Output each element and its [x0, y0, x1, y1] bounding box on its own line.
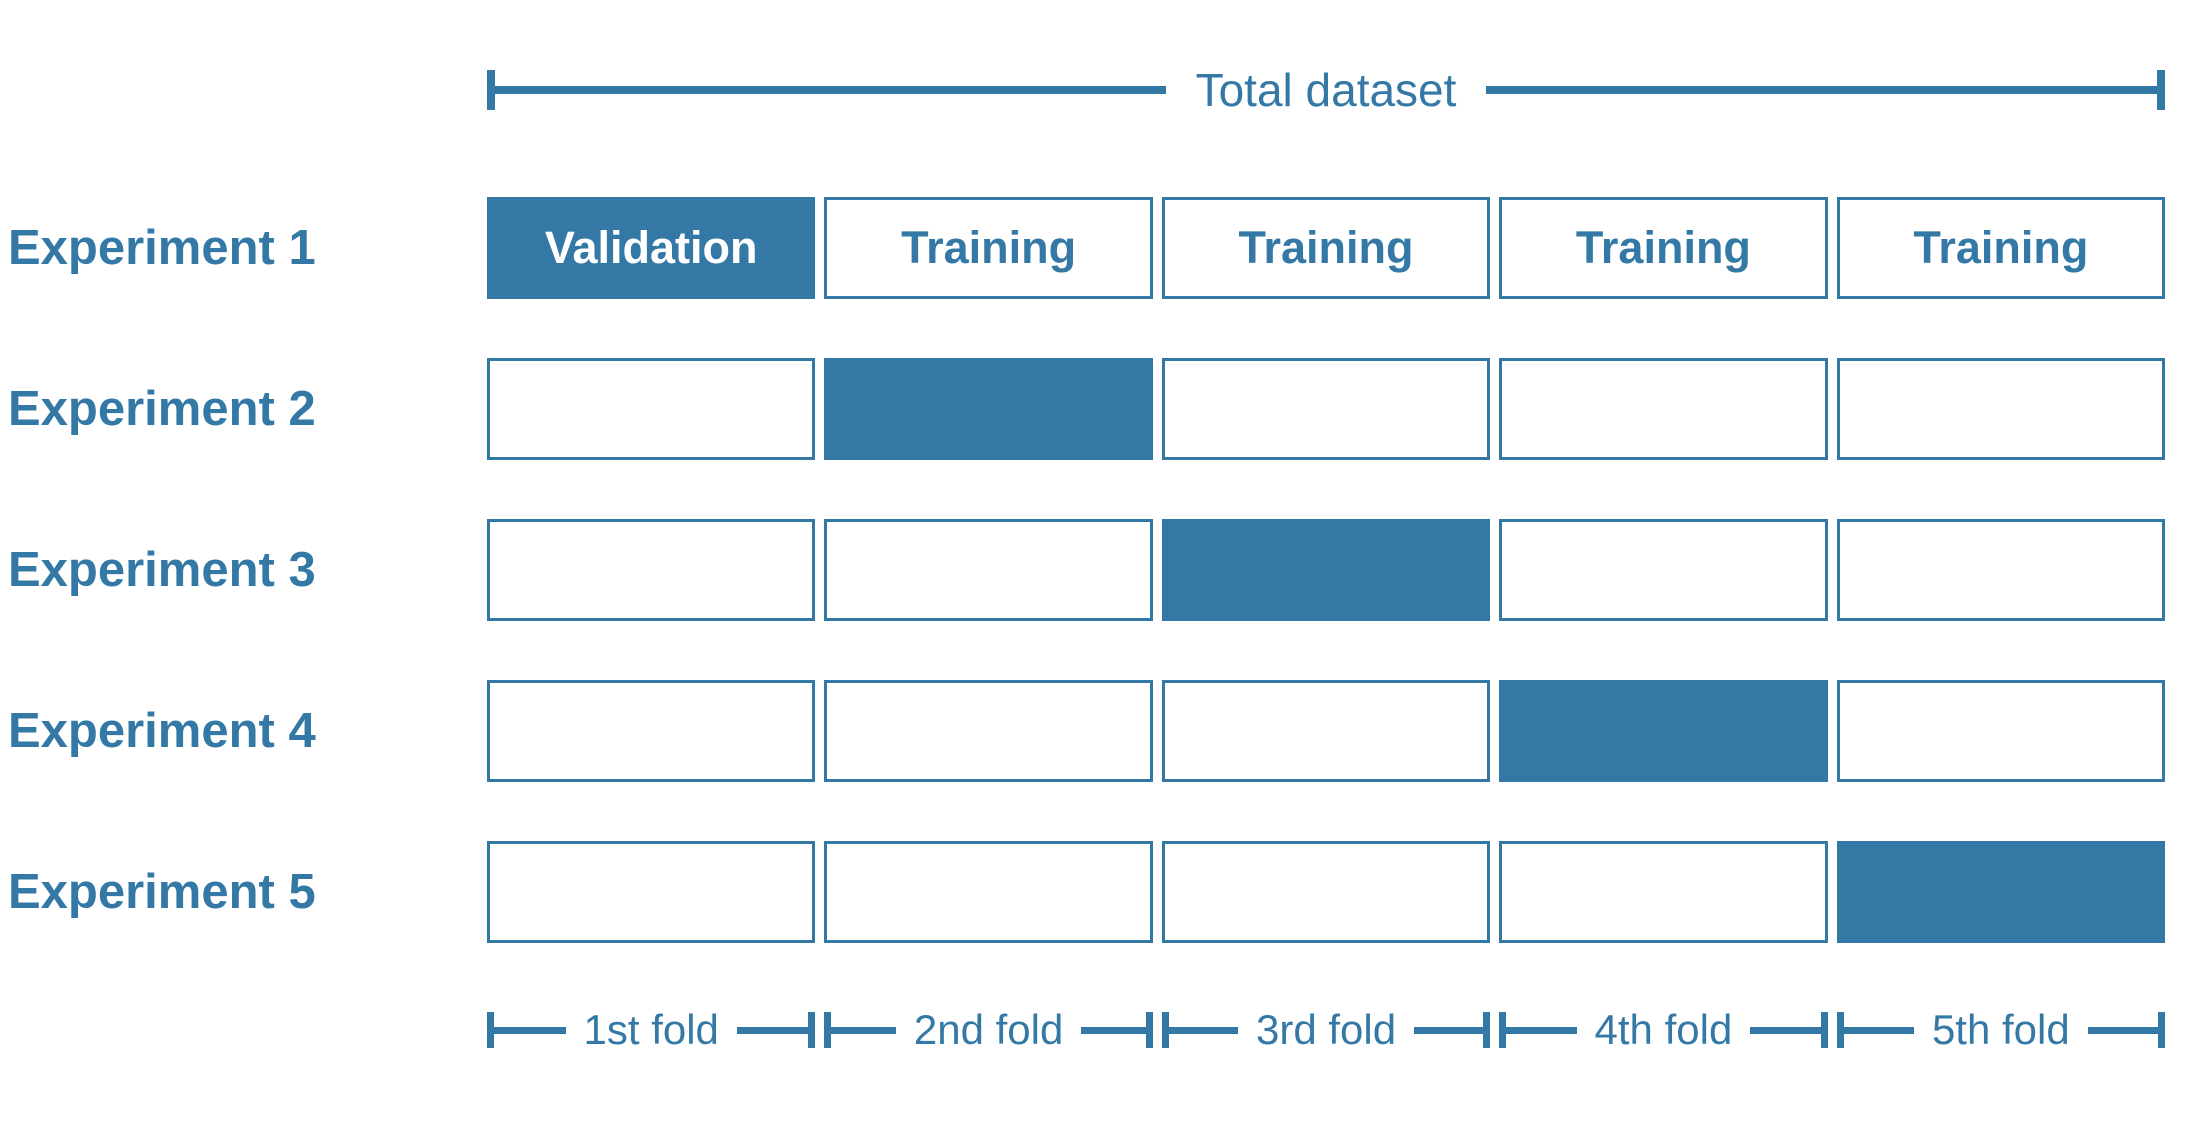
fold-cell — [1499, 358, 1828, 460]
fold-cell — [487, 358, 816, 460]
fold-cell — [1161, 680, 1491, 782]
kfold-cross-validation-diagram: Total dataset Experiment 1 Validation Tr… — [0, 64, 2196, 1126]
fold-cell — [1161, 841, 1491, 943]
fold-cells — [487, 358, 2166, 460]
fold-cell — [487, 680, 816, 782]
fold-cells — [487, 519, 2166, 621]
fold-cell — [1836, 519, 2166, 621]
fold-cell — [824, 680, 1153, 782]
fold-tick-right — [1081, 1026, 1153, 1034]
experiment-row-5: Experiment 5 — [0, 841, 2196, 943]
bracket-line-left — [487, 86, 1166, 94]
fold-tick-right — [736, 1026, 816, 1034]
fold-cell — [487, 841, 816, 943]
experiment-row-2: Experiment 2 — [0, 358, 2196, 460]
fold-label-text: 4th fold — [1594, 1006, 1733, 1053]
bracket-line-right — [1486, 86, 2165, 94]
fold-cell — [824, 519, 1153, 621]
fold-tick-left — [487, 1026, 566, 1034]
experiment-label: Experiment 5 — [8, 865, 316, 919]
fold-cell — [1836, 841, 2166, 943]
fold-label-text: 1st fold — [583, 1006, 719, 1053]
fold-cell — [824, 358, 1153, 460]
fold-cell — [1836, 358, 2166, 460]
experiment-label: Experiment 1 — [8, 221, 316, 275]
fold-label-4: 4th fold — [1499, 1002, 1828, 1058]
experiment-label: Experiment 4 — [8, 704, 316, 758]
fold-label-text: 2nd fold — [913, 1006, 1064, 1053]
fold-label-1: 1st fold — [487, 1002, 816, 1058]
fold-tick-left — [1836, 1026, 1914, 1034]
fold-label-5: 5th fold — [1836, 1002, 2166, 1058]
fold-cells — [487, 841, 2166, 943]
experiment-rows: Experiment 1 Validation Training Trainin… — [0, 197, 2196, 943]
fold-cell: Training — [824, 197, 1153, 299]
fold-cell: Training — [1161, 197, 1491, 299]
fold-cell — [487, 519, 816, 621]
fold-label-3: 3rd fold — [1161, 1002, 1491, 1058]
experiment-row-4: Experiment 4 — [0, 680, 2196, 782]
fold-cell: Training — [1836, 197, 2166, 299]
total-dataset-bracket: Total dataset — [487, 64, 2165, 116]
fold-cell — [824, 841, 1153, 943]
fold-cell — [1499, 841, 1828, 943]
fold-tick-right — [1414, 1026, 1491, 1034]
fold-cells — [487, 680, 2166, 782]
fold-tick-right — [1750, 1026, 1828, 1034]
fold-tick-left — [1499, 1026, 1577, 1034]
fold-cell — [1836, 680, 2166, 782]
experiment-row-1: Experiment 1 Validation Training Trainin… — [0, 197, 2196, 299]
fold-tick-left — [1161, 1026, 1238, 1034]
fold-axis: 1st fold 2nd fold 3rd fold 4th fold 5th … — [487, 1002, 2166, 1058]
experiment-label: Experiment 2 — [8, 382, 316, 436]
fold-cell: Validation — [487, 197, 816, 299]
experiment-label: Experiment 3 — [8, 543, 316, 597]
fold-cell — [1161, 358, 1491, 460]
fold-label-text: 3rd fold — [1255, 1006, 1397, 1053]
experiment-row-3: Experiment 3 — [0, 519, 2196, 621]
fold-cells: Validation Training Training Training Tr… — [487, 197, 2166, 299]
fold-label-2: 2nd fold — [824, 1002, 1153, 1058]
fold-tick-left — [824, 1026, 896, 1034]
fold-cell: Training — [1499, 197, 1828, 299]
fold-cell — [1499, 680, 1828, 782]
fold-label-text: 5th fold — [1931, 1006, 2070, 1053]
fold-cell — [1499, 519, 1828, 621]
total-dataset-label: Total dataset — [1195, 64, 1457, 116]
fold-tick-right — [2087, 1026, 2166, 1034]
fold-cell — [1161, 519, 1491, 621]
